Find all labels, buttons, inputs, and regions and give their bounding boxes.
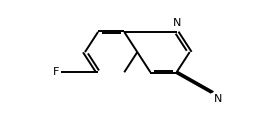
Text: F: F bbox=[53, 67, 59, 77]
Text: N: N bbox=[172, 18, 181, 28]
Text: N: N bbox=[214, 94, 223, 104]
